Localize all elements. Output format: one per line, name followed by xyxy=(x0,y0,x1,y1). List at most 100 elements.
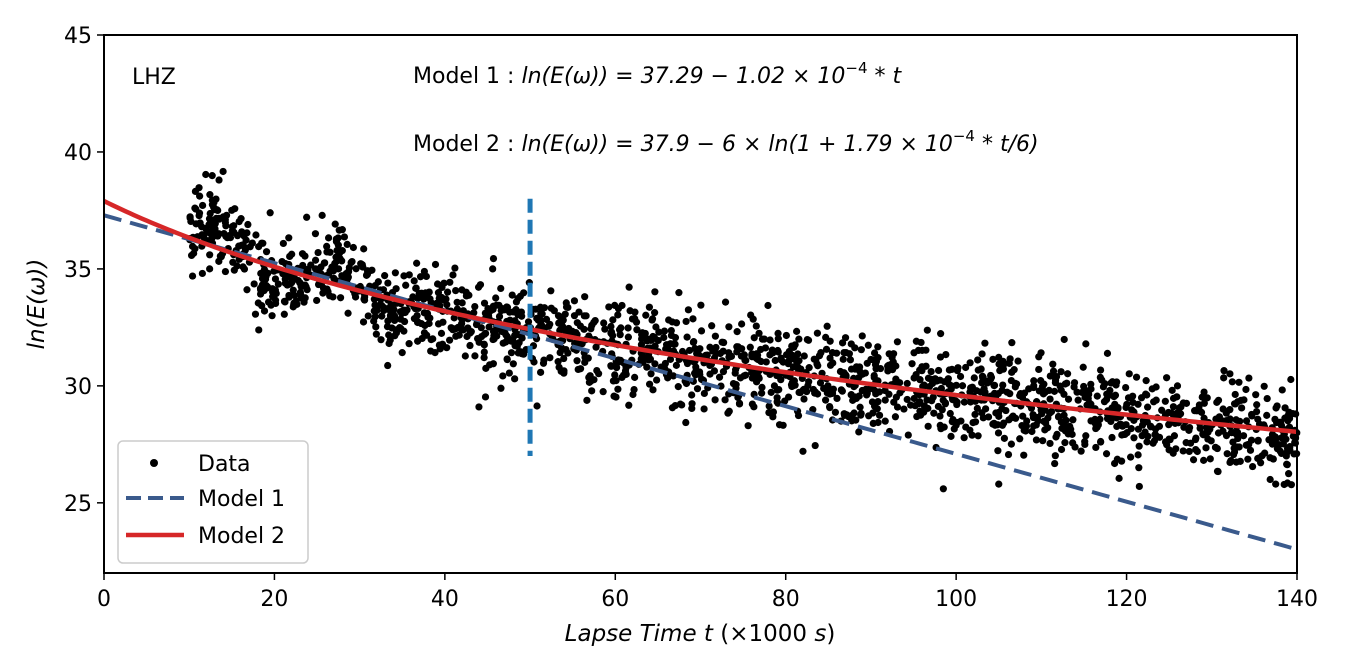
data-point xyxy=(684,306,693,314)
data-point xyxy=(443,344,451,352)
data-point xyxy=(966,359,974,367)
data-point xyxy=(1096,366,1105,374)
data-point xyxy=(805,364,813,372)
data-point xyxy=(1220,367,1228,375)
data-point xyxy=(966,388,974,396)
data-point xyxy=(861,369,869,377)
data-point xyxy=(685,346,694,355)
data-point xyxy=(186,214,194,222)
data-point xyxy=(505,369,513,377)
data-point xyxy=(969,418,977,427)
data-point xyxy=(1235,443,1243,451)
data-point xyxy=(489,265,497,273)
data-point xyxy=(385,331,393,339)
data-point xyxy=(1260,382,1268,390)
data-point xyxy=(1283,460,1291,468)
data-point xyxy=(1051,459,1059,468)
data-point xyxy=(1287,481,1295,489)
data-point xyxy=(601,325,609,333)
data-point xyxy=(851,344,859,352)
model2-equation: ln(E(ω)) = 37.9 − 6 × ln(1 + 1.79 × 10 xyxy=(521,132,952,157)
data-point xyxy=(838,387,846,395)
data-point xyxy=(624,333,632,341)
data-point xyxy=(788,351,796,359)
data-point xyxy=(371,282,379,290)
data-point xyxy=(1080,382,1088,391)
data-point xyxy=(864,341,872,349)
data-point xyxy=(781,397,789,405)
data-point xyxy=(752,322,760,330)
data-point xyxy=(243,286,251,294)
model1-line xyxy=(103,213,1298,552)
data-point xyxy=(1077,447,1085,455)
data-point xyxy=(206,191,214,199)
data-point xyxy=(311,230,320,238)
data-point xyxy=(1082,340,1090,348)
data-point xyxy=(865,412,873,420)
data-point xyxy=(1161,397,1169,405)
data-point xyxy=(435,341,443,349)
data-point xyxy=(755,373,763,381)
data-point xyxy=(942,350,950,359)
data-point xyxy=(774,329,782,337)
data-point xyxy=(978,350,986,358)
data-point xyxy=(1226,406,1234,414)
data-point xyxy=(794,363,802,371)
data-point xyxy=(1173,409,1181,417)
data-point xyxy=(947,385,955,393)
data-point xyxy=(471,302,479,311)
data-point xyxy=(881,417,889,425)
data-point xyxy=(1020,451,1028,459)
data-point xyxy=(715,373,724,381)
data-point xyxy=(733,328,741,336)
data-point xyxy=(351,293,360,301)
data-point xyxy=(962,363,970,372)
data-point xyxy=(311,265,320,273)
data-point xyxy=(371,313,379,321)
data-point xyxy=(625,401,633,409)
x-tick-label: 60 xyxy=(601,587,629,612)
data-point xyxy=(1253,401,1261,409)
data-point xyxy=(668,318,676,326)
x-tick-label: 100 xyxy=(935,587,977,612)
data-point xyxy=(256,290,265,298)
data-point xyxy=(573,319,581,327)
data-point xyxy=(1238,404,1246,412)
data-point xyxy=(285,291,293,300)
data-point xyxy=(413,259,421,267)
data-point xyxy=(299,261,307,270)
x-tick-label: 120 xyxy=(1106,587,1148,612)
data-point xyxy=(1189,456,1198,464)
data-point xyxy=(893,338,902,346)
data-point xyxy=(725,407,733,415)
data-point xyxy=(750,334,758,342)
data-point xyxy=(856,403,864,411)
data-point xyxy=(609,316,617,324)
data-point xyxy=(662,345,670,353)
data-point xyxy=(229,258,237,266)
data-point xyxy=(280,310,288,318)
data-point xyxy=(646,380,654,388)
data-point xyxy=(314,248,322,257)
data-point xyxy=(1263,394,1271,403)
data-point xyxy=(389,308,397,316)
data-point xyxy=(831,408,840,416)
data-point xyxy=(747,311,755,319)
data-point xyxy=(391,269,399,277)
data-point xyxy=(1093,423,1101,431)
data-point xyxy=(414,318,422,327)
data-point xyxy=(793,327,801,335)
data-point xyxy=(378,301,386,310)
data-point xyxy=(335,249,344,257)
data-point xyxy=(285,234,293,242)
data-point xyxy=(1111,391,1120,399)
data-point xyxy=(1242,385,1250,394)
data-point xyxy=(480,354,488,362)
data-point xyxy=(235,242,243,250)
data-point xyxy=(1220,374,1228,382)
data-point xyxy=(452,325,460,333)
data-point xyxy=(324,234,333,242)
data-point xyxy=(795,335,803,343)
data-point xyxy=(1004,450,1013,459)
data-point xyxy=(206,251,214,259)
